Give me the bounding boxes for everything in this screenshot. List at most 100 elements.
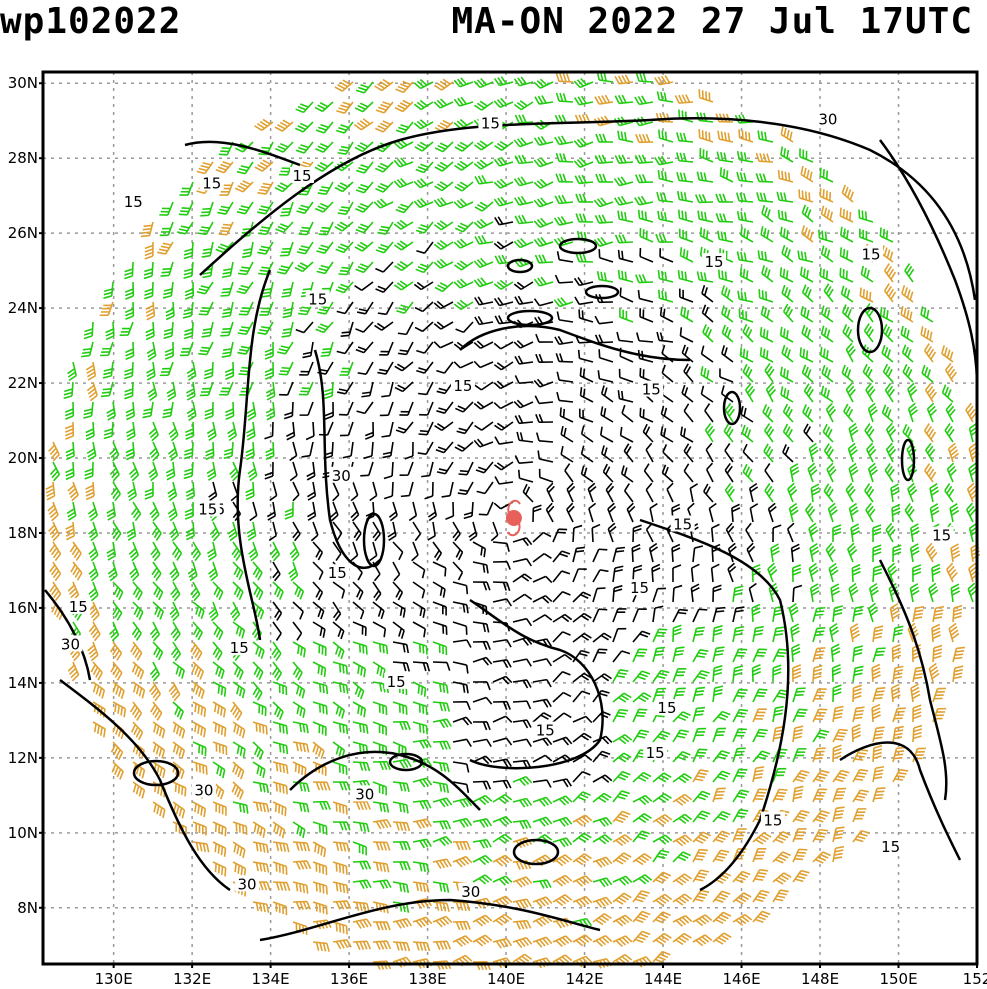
wind-barb	[212, 581, 224, 601]
wind-barb	[745, 522, 754, 543]
wind-barb	[755, 173, 774, 183]
wind-barb	[807, 462, 818, 483]
wind-barb	[690, 563, 700, 583]
wind-barb	[772, 648, 788, 663]
wind-barb	[312, 581, 324, 601]
wind-barb	[355, 201, 374, 213]
wind-barb	[859, 228, 874, 243]
wind-barb	[171, 541, 183, 561]
wind-barb	[453, 361, 474, 369]
wind-barb	[883, 263, 897, 283]
wind-barb	[532, 531, 552, 543]
wind-barb	[205, 441, 215, 461]
wind-barb	[848, 502, 859, 523]
wind-barb	[103, 421, 114, 440]
wind-barb	[782, 303, 794, 323]
wind-barb	[826, 462, 837, 483]
wind-barb	[124, 281, 135, 300]
wind-barb	[679, 288, 694, 303]
wind-barb	[160, 261, 174, 277]
contour-label: 15	[763, 812, 782, 830]
wind-barb	[944, 483, 955, 503]
wind-barb	[434, 281, 454, 293]
wind-barb	[928, 582, 939, 603]
wind-barb	[458, 461, 474, 476]
wind-barb	[456, 421, 474, 435]
wind-barb	[433, 258, 454, 269]
wind-barb	[292, 641, 306, 658]
wind-barb	[395, 421, 414, 434]
wind-barb	[191, 661, 205, 680]
contour-label: 30	[238, 875, 257, 893]
wind-barb	[145, 321, 155, 341]
wind-barb	[621, 404, 634, 423]
wind-barb	[657, 289, 674, 303]
wind-barb	[281, 281, 294, 298]
wind-barb	[106, 501, 117, 521]
wind-barb	[578, 309, 594, 323]
wind-barb	[473, 360, 494, 369]
wind-barb	[607, 502, 617, 523]
wind-barb	[556, 251, 574, 263]
wind-barb	[192, 621, 203, 641]
wind-barb	[69, 541, 82, 561]
wind-barb	[149, 661, 161, 682]
wind-barb	[208, 561, 219, 582]
wind-barb	[151, 521, 162, 541]
wind-barb	[432, 641, 448, 656]
wind-barb	[700, 366, 714, 383]
wind-barb	[732, 625, 745, 643]
wind-barb	[473, 381, 494, 391]
wind-barb	[760, 226, 774, 243]
lon-tick-label: 144E	[644, 970, 682, 988]
wind-barb	[63, 381, 74, 400]
wind-barb	[672, 608, 688, 623]
wind-barb	[375, 181, 394, 193]
wind-barb	[332, 601, 342, 622]
wind-barb	[800, 165, 814, 183]
wind-barb	[738, 309, 754, 323]
wind-barb	[88, 521, 99, 542]
lon-tick-label: 150E	[879, 970, 917, 988]
wind-barb	[696, 271, 714, 283]
wind-barb	[317, 181, 334, 196]
wind-barb	[782, 423, 794, 443]
wind-barb	[494, 140, 514, 151]
wind-barb	[534, 95, 554, 105]
wind-barb	[375, 241, 394, 254]
wind-barb	[162, 401, 174, 419]
wind-barb	[812, 647, 826, 663]
wind-barb	[190, 541, 202, 562]
wind-barb	[574, 296, 594, 306]
wind-barb	[790, 543, 800, 563]
wind-barb	[760, 305, 774, 323]
wind-barb	[700, 385, 714, 403]
wind-barb	[702, 324, 714, 343]
wind-barb	[787, 482, 798, 503]
wind-barb	[473, 340, 494, 350]
wind-barb	[355, 221, 374, 234]
wind-barb	[237, 261, 254, 276]
contour-label: 30	[355, 785, 374, 803]
wind-barb	[683, 403, 694, 423]
wind-barb	[946, 462, 957, 483]
wind-barb	[170, 641, 182, 662]
wind-barb	[657, 210, 674, 223]
wind-barb	[307, 481, 317, 501]
wind-barb	[676, 171, 694, 183]
wind-barb	[947, 442, 960, 463]
wind-barb	[517, 469, 534, 483]
wind-barb	[493, 341, 514, 350]
wind-barb	[452, 621, 468, 635]
wind-barb	[848, 582, 859, 603]
wind-barb	[337, 201, 354, 216]
wind-barb	[185, 481, 196, 501]
wind-barb	[736, 211, 754, 223]
wind-barb	[749, 503, 759, 523]
wind-barb	[757, 250, 774, 263]
wind-barb	[435, 441, 454, 454]
wind-barb	[820, 385, 834, 403]
wind-barb	[286, 421, 296, 441]
wind-barb	[295, 141, 314, 154]
wind-barb	[514, 455, 534, 465]
